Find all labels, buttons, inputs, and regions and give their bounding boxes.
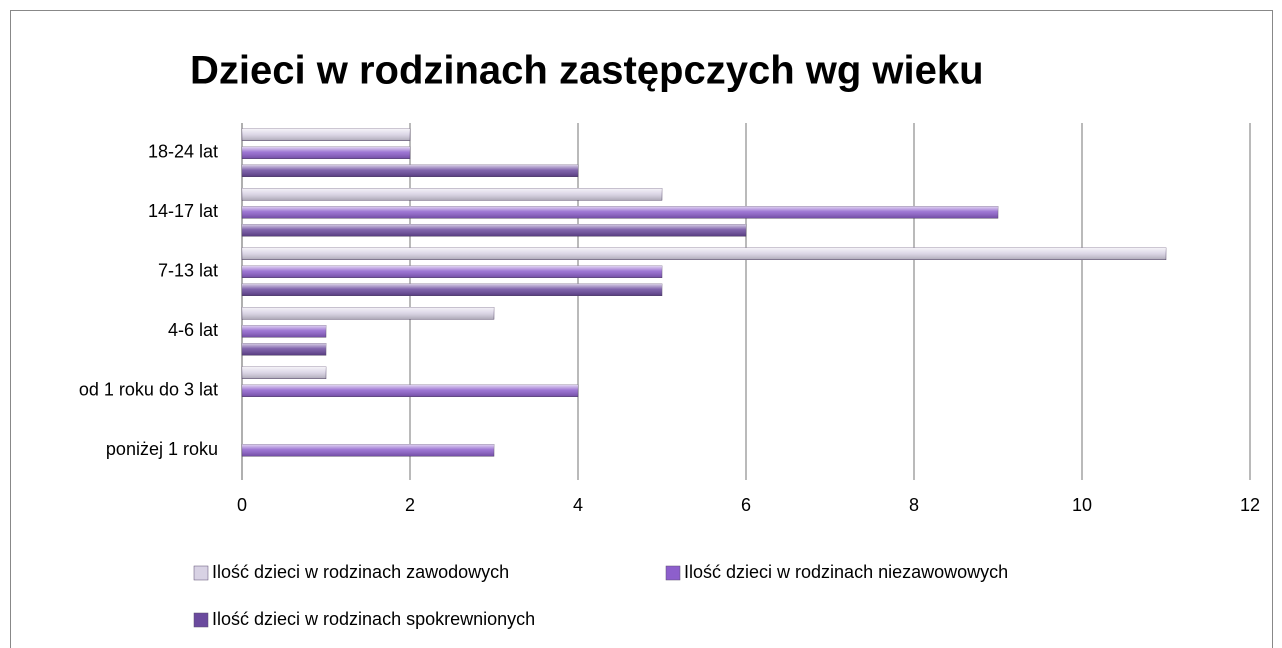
bar-shine (242, 384, 578, 397)
bar-shine (242, 247, 1166, 260)
legend-swatch (193, 565, 209, 581)
bar-shine (242, 343, 326, 356)
legend-label: Ilość dzieci w rodzinach zawodowych (212, 562, 509, 582)
x-tick-label: 10 (1072, 495, 1092, 515)
legend-swatch (665, 565, 681, 581)
bar-shine (242, 307, 494, 320)
legend-swatch (193, 612, 209, 628)
chart-title: Dzieci w rodzinach zastępczych wg wieku (190, 49, 984, 93)
bar-shine (242, 265, 662, 278)
y-tick-label: poniżej 1 roku (106, 439, 218, 459)
x-tick-label: 4 (573, 495, 583, 515)
bar-shine (242, 283, 662, 296)
bar-shine (242, 146, 410, 159)
bar-shine (242, 206, 998, 219)
y-tick-label: 14-17 lat (148, 201, 218, 221)
bar-shine (242, 188, 662, 201)
y-tick-label: 18-24 lat (148, 142, 218, 162)
bar-shine (242, 128, 410, 141)
x-tick-label: 8 (909, 495, 919, 515)
x-tick-label: 12 (1240, 495, 1260, 515)
bar-shine (242, 164, 578, 177)
chart-frame (10, 10, 1273, 648)
bar-shine (242, 325, 326, 338)
bar-shine (242, 224, 746, 237)
y-tick-label: 4-6 lat (168, 320, 218, 340)
y-tick-label: 7-13 lat (158, 261, 218, 281)
legend-label: Ilość dzieci w rodzinach spokrewnionych (212, 609, 535, 629)
x-tick-label: 2 (405, 495, 415, 515)
x-tick-label: 0 (237, 495, 247, 515)
bar-shine (242, 444, 494, 457)
x-tick-label: 6 (741, 495, 751, 515)
bar-shine (242, 366, 326, 379)
y-tick-label: od 1 roku do 3 lat (79, 380, 218, 400)
legend-label: Ilość dzieci w rodzinach niezawowowych (684, 562, 1008, 582)
